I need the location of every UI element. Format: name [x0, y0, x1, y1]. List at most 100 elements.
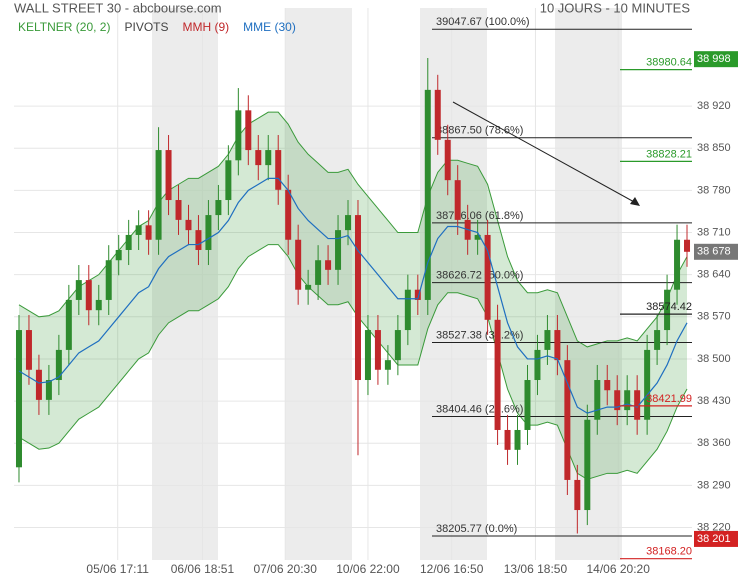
candle-body: [574, 479, 581, 511]
y-tick-label: 38 780: [697, 184, 731, 196]
fib-label: 38867.50 (78.6%): [436, 125, 523, 137]
candle-body: [85, 280, 92, 311]
chart-title: WALL STREET 30 - abcbourse.com: [14, 0, 222, 15]
candle-body: [404, 289, 411, 331]
candle-body: [504, 429, 511, 450]
mme-line: [18, 177, 688, 414]
candle-body: [25, 330, 32, 370]
candle-body: [65, 299, 72, 350]
price-tag: [694, 243, 738, 260]
y-tick-label: 38 920: [697, 100, 731, 112]
y-tick-label: 38 570: [697, 311, 731, 323]
legend-entry: MMH (9): [183, 20, 230, 34]
candle-body: [444, 139, 451, 181]
candle-body: [295, 239, 302, 290]
y-tick-label: 38 710: [697, 226, 731, 238]
candle-body: [15, 330, 22, 468]
candle-body: [345, 215, 352, 231]
fib-label: 38726.06 (61.8%): [436, 210, 523, 222]
candle-body: [115, 249, 122, 261]
candle-body: [524, 380, 531, 430]
keltner-lower: [18, 244, 688, 480]
level-label: 38574.42: [646, 301, 692, 313]
candle-body: [125, 234, 132, 250]
x-tick-label: 13/06 18:50: [504, 562, 568, 576]
x-tick-label: 05/06 17:11: [86, 562, 149, 576]
fib-label: 38527.38 (38.2%): [436, 329, 523, 341]
candle-body: [614, 390, 621, 411]
y-tick-label: 38 290: [697, 479, 731, 491]
candle-body: [544, 330, 551, 350]
y-tick-label: 38 220: [697, 521, 731, 533]
trend-arrow: [452, 101, 637, 204]
candle-body: [95, 299, 102, 311]
candle-body: [175, 200, 182, 220]
x-tick-label: 12/06 16:50: [420, 562, 484, 576]
fib-label: 39047.67 (100.0%): [436, 16, 530, 28]
candle-body: [454, 180, 461, 220]
keltner-fill: [18, 112, 688, 480]
candle-body: [634, 390, 641, 420]
candle-body: [225, 160, 232, 201]
legend-entry: KELTNER (20, 2): [18, 20, 110, 34]
fib-label: 38205.77 (0.0%): [436, 523, 517, 535]
candle-body: [554, 330, 561, 361]
candle-body: [155, 150, 162, 240]
y-tick-label: 38 500: [697, 353, 731, 365]
level-label: 38828.21: [646, 148, 692, 160]
candle-body: [145, 225, 152, 240]
candle-body: [245, 110, 252, 151]
candle-body: [305, 284, 312, 290]
candle-body: [75, 280, 82, 300]
y-tick-label: 38 850: [697, 142, 731, 154]
legend-entry: MME (30): [243, 20, 296, 34]
candle-body: [624, 390, 631, 411]
candle-body: [185, 219, 192, 231]
candle-body: [335, 230, 342, 270]
candle-body: [354, 215, 361, 381]
fib-label: 38404.46 (23.6%): [436, 403, 523, 415]
candle-body: [374, 330, 381, 370]
x-tick-label: 14/06 20:20: [587, 562, 651, 576]
y-tick-label: 38 640: [697, 269, 731, 281]
candle-body: [255, 150, 262, 166]
candle-body: [654, 330, 661, 350]
candle-body: [325, 260, 332, 270]
price-tag: [694, 51, 738, 68]
candle-body: [434, 89, 441, 140]
candle-body: [235, 110, 242, 161]
price-tag: [694, 530, 738, 547]
candle-body: [584, 419, 591, 511]
price-tag-label: 38 998: [697, 53, 731, 65]
candle-body: [45, 380, 52, 400]
candle-body: [265, 150, 272, 166]
candle-body: [205, 215, 212, 250]
y-tick-label: 38 430: [697, 395, 731, 407]
arrow-head: [630, 197, 640, 206]
candle-body: [35, 369, 42, 400]
candle-body: [55, 349, 62, 381]
candle-body: [564, 360, 571, 480]
level-label: 38980.64: [646, 57, 692, 69]
y-tick-label: 38 360: [697, 437, 731, 449]
candle-body: [165, 150, 172, 201]
candle-body: [604, 380, 611, 391]
day-band: [420, 8, 487, 560]
candle-body: [315, 260, 322, 285]
candle-body: [414, 289, 421, 300]
chart-subtitle: 10 JOURS - 10 MINUTES: [540, 0, 691, 15]
x-tick-label: 10/06 22:00: [336, 562, 400, 576]
candle-body: [105, 260, 112, 300]
candle-body: [514, 429, 521, 450]
candle-body: [394, 330, 401, 361]
day-band: [152, 8, 218, 560]
candle-body: [215, 200, 222, 216]
candle-body: [285, 189, 292, 240]
candle-body: [195, 230, 202, 250]
candle-body: [384, 360, 391, 370]
candle-body: [594, 380, 601, 420]
level-label: 38168.20: [646, 546, 692, 558]
level-label: 38421.99: [646, 393, 692, 405]
candle-body: [494, 319, 501, 430]
candle-body: [275, 150, 282, 190]
